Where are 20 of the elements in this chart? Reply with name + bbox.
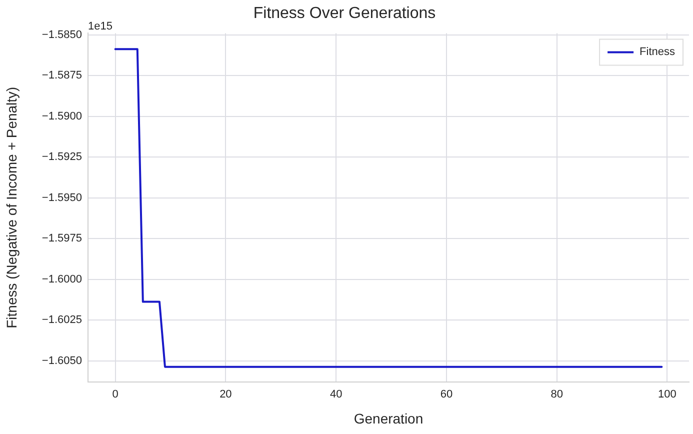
y-tick-label: −1.5875 <box>42 70 82 82</box>
legend-label: Fitness <box>640 46 676 58</box>
y-tick-label: −1.6025 <box>42 314 82 326</box>
y-tick-label: −1.6050 <box>42 354 82 367</box>
x-axis-title: Generation <box>354 410 424 426</box>
text: 1e15 <box>88 20 112 33</box>
y-tick-label: −1.6000 <box>42 273 82 286</box>
y-tick-label: −1.5975 <box>42 232 82 245</box>
x-tick-label: 80 <box>550 388 563 401</box>
y-tick-label: −1.5900 <box>42 110 82 122</box>
x-tick-label: 100 <box>658 388 676 401</box>
x-tick-label: 40 <box>330 388 342 401</box>
y-tick-label: −1.5950 <box>42 192 82 204</box>
y-tick-label: −1.5925 <box>42 151 82 164</box>
y-tick-label: −1.5850 <box>42 28 82 41</box>
y-axis-title: Fitness (Negative of Income + Penalty) <box>3 86 20 328</box>
x-tick-label: 60 <box>440 388 453 401</box>
chart-title: Fitness Over Generations <box>253 5 436 22</box>
x-tick-label: 0 <box>112 388 118 401</box>
x-tick-label: 20 <box>220 388 232 401</box>
